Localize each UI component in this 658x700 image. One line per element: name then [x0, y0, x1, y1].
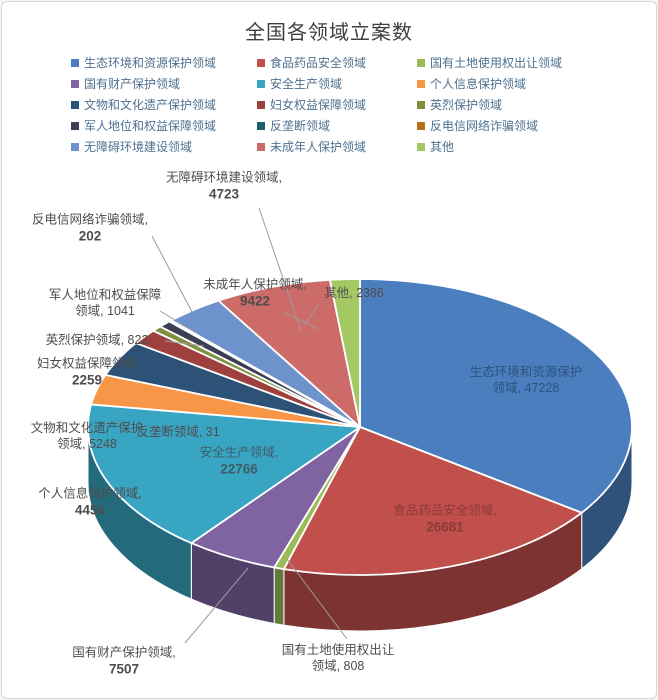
label-leader-line: [258, 207, 302, 332]
legend-label: 国有土地使用权出让领域: [430, 56, 563, 70]
legend-item-7: 妇女权益保障领域: [257, 96, 413, 113]
legend-item-4: 安全生产领域: [257, 75, 413, 92]
legend-label: 文物和文化遗产保护领域: [84, 98, 217, 112]
label-leader-line: [164, 340, 205, 347]
legend-label: 国有财产保护领域: [84, 77, 181, 91]
pie-slice-side-2: [273, 566, 285, 626]
legend-swatch: [257, 58, 265, 67]
legend-swatch: [417, 121, 425, 130]
pie-slice-4: [87, 403, 361, 545]
legend-swatch: [417, 79, 425, 88]
pie-slice-14: [329, 278, 361, 428]
legend-item-12: 无障碍环境建设领域: [71, 138, 253, 155]
legend-swatch: [257, 121, 265, 130]
legend-item-9: 军人地位和权益保障领域: [71, 117, 253, 134]
legend-label: 个人信息保护领域: [430, 77, 527, 91]
legend-label: 安全生产领域: [270, 77, 343, 91]
label-leader-line: [286, 558, 348, 640]
legend-swatch: [71, 58, 79, 67]
legend-label: 英烈保护领域: [430, 98, 503, 112]
legend-swatch: [71, 142, 79, 151]
legend-swatch: [71, 121, 79, 130]
legend-label: 军人地位和权益保障领域: [84, 119, 217, 133]
legend-item-10: 反垄断领域: [257, 117, 413, 134]
legend-swatch: [257, 142, 265, 151]
legend-label: 反垄断领域: [270, 119, 331, 133]
legend-swatch: [257, 100, 265, 109]
legend-item-14: 其他: [417, 138, 587, 155]
pie-slice-13: [217, 279, 361, 428]
legend-label: 妇女权益保障领域: [270, 98, 367, 112]
label-leader-line: [282, 311, 320, 330]
legend-label: 无障碍环境建设领域: [84, 140, 193, 154]
label-leader-line: [184, 567, 249, 644]
legend-item-3: 国有财产保护领域: [71, 75, 253, 92]
legend-swatch: [417, 58, 425, 67]
legend-swatch: [417, 100, 425, 109]
legend-swatch: [417, 142, 425, 151]
pie-slice-1: [282, 426, 583, 576]
legend-item-6: 文物和文化遗产保护领域: [71, 96, 253, 113]
legend-item-0: 生态环境和资源保护领域: [71, 54, 253, 71]
label-leader-line: [304, 302, 320, 326]
legend-label: 未成年人保护领域: [270, 140, 367, 154]
legend-item-13: 未成年人保护领域: [257, 138, 413, 155]
label-leader-line: [159, 310, 198, 334]
pie-slice-0: [359, 278, 633, 514]
legend-item-2: 国有土地使用权出让领域: [417, 54, 587, 71]
legend-item-8: 英烈保护领域: [417, 96, 587, 113]
legend-label: 其他: [430, 140, 455, 154]
legend-label: 食品药品安全领域: [270, 56, 367, 70]
legend-item-11: 反电信网络诈骗领域: [417, 117, 587, 134]
legend-swatch: [71, 100, 79, 109]
legend-item-5: 个人信息保护领域: [417, 75, 587, 92]
label-leader-line: [151, 235, 193, 313]
legend: 生态环境和资源保护领域 食品药品安全领域 国有土地使用权出让领域国有财产保护领域 安全…: [2, 54, 656, 155]
chart-title: 全国各领域立案数: [245, 22, 413, 44]
legend-item-1: 食品药品安全领域: [257, 54, 413, 71]
legend-label: 反电信网络诈骗领域: [430, 119, 539, 133]
legend-swatch: [257, 79, 265, 88]
legend-swatch: [71, 79, 79, 88]
legend-label: 生态环境和资源保护领域: [84, 56, 217, 70]
